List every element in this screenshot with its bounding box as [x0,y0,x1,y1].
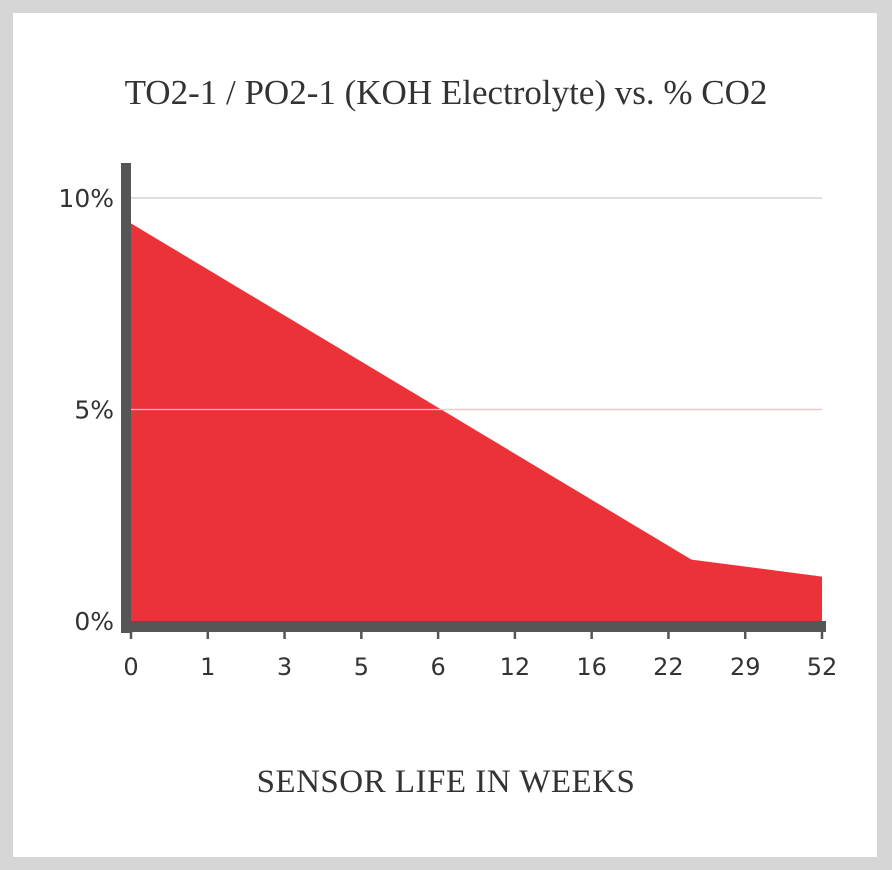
x-tick-label: 12 [500,653,531,681]
x-tick-label: 22 [653,653,684,681]
x-tick-label: 6 [430,653,445,681]
x-tick-label: 16 [576,653,607,681]
x-tick-label: 3 [277,653,292,681]
x-tick-label: 5 [354,653,369,681]
y-axis: 0% 5% 10% [58,163,131,636]
y-tick-label: 10% [58,184,114,213]
x-axis-label: SENSOR LIFE IN WEEKS [257,764,636,800]
x-tick-label: 0 [123,653,138,681]
x-tick-label: 29 [730,653,761,681]
chart-title: TO2-1 / PO2-1 (KOH Electrolyte) vs. % CO… [125,73,768,112]
x-tick-label: 1 [200,653,215,681]
y-tick-label: 5% [74,396,114,425]
x-tick-label: 52 [807,653,838,681]
x-axis: 0 1 3 5 6 12 16 22 29 52 [121,621,837,681]
y-tick-label: 0% [74,607,114,636]
y-axis-line [121,163,131,633]
area-fill [131,223,822,621]
area-series [131,223,822,621]
x-axis-line [121,621,826,632]
